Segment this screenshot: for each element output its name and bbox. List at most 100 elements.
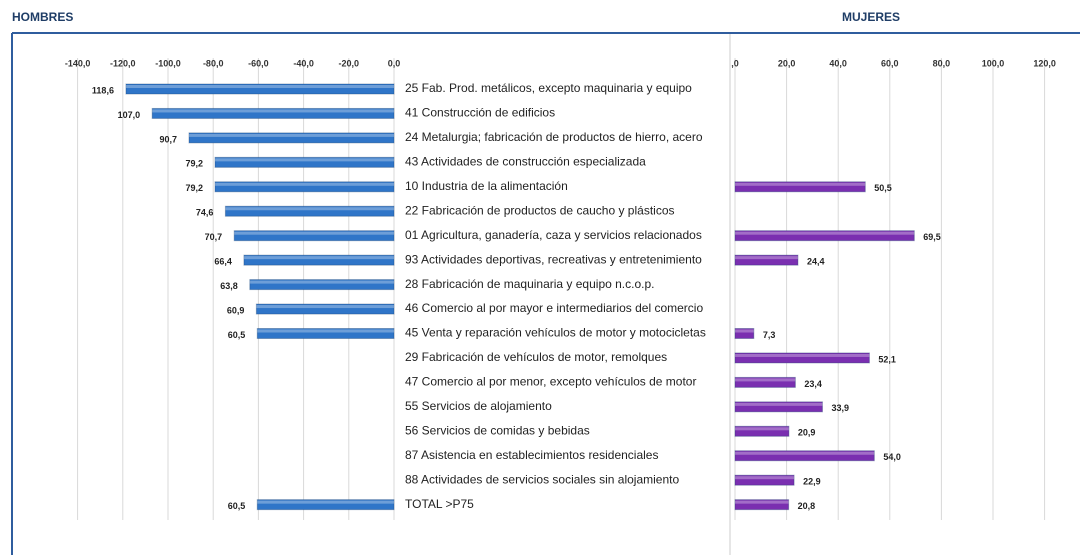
value-label: 52,1 <box>878 354 896 364</box>
bar-highlight <box>735 451 875 455</box>
category-label: 45 Venta y reparación vehículos de motor… <box>405 326 706 340</box>
category-label: 01 Agricultura, ganadería, caza y servic… <box>405 228 702 242</box>
value-label: 79,2 <box>185 159 203 169</box>
bar-highlight <box>735 256 798 260</box>
x-tick-label: 100,0 <box>982 58 1005 68</box>
bar-highlight <box>152 109 394 113</box>
category-label: 10 Industria de la alimentación <box>405 179 568 193</box>
value-label: 24,4 <box>807 257 825 267</box>
value-label: 107,0 <box>118 110 141 120</box>
bar-highlight <box>735 402 823 406</box>
bar-highlight <box>215 158 394 162</box>
x-tick-label: -80,0 <box>203 58 224 68</box>
x-tick-label: -20,0 <box>339 58 360 68</box>
x-tick-label: 40,0 <box>829 58 847 68</box>
bar <box>734 181 866 193</box>
bar <box>214 156 395 168</box>
bar <box>151 107 395 119</box>
bar <box>734 352 870 364</box>
bar-highlight <box>215 182 394 186</box>
bar-highlight <box>234 231 394 235</box>
category-label: 46 Comercio al por mayor e intermediario… <box>405 301 703 315</box>
bar-highlight <box>257 329 394 333</box>
bar <box>125 83 395 95</box>
bar <box>734 328 755 339</box>
value-label: 70,7 <box>205 232 223 242</box>
bar <box>256 499 395 511</box>
x-tick-label: 120,0 <box>1033 58 1056 68</box>
value-label: 7,3 <box>763 330 776 340</box>
category-label: TOTAL >P75 <box>405 497 474 511</box>
value-label: 60,5 <box>228 330 246 340</box>
value-label: 79,2 <box>185 183 203 193</box>
category-label: 25 Fab. Prod. metálicos, excepto maquina… <box>405 81 692 95</box>
bar <box>243 254 395 266</box>
value-label: 60,5 <box>228 501 246 511</box>
bar-highlight <box>125 85 395 88</box>
bar-highlight <box>735 476 795 480</box>
value-label: 69,5 <box>923 232 941 242</box>
bar-highlight <box>257 500 394 504</box>
bar-highlight <box>735 329 754 333</box>
x-tick-label: 80,0 <box>933 58 951 68</box>
value-label: 66,4 <box>214 257 232 267</box>
category-label: 28 Fabricación de maquinaria y equipo n.… <box>405 277 655 291</box>
bar <box>734 499 790 511</box>
bar <box>734 230 915 242</box>
bar <box>255 303 395 315</box>
value-label: 118,6 <box>92 85 114 95</box>
bar <box>734 474 795 486</box>
value-label: 74,6 <box>196 208 214 218</box>
category-label: 55 Servicios de alojamiento <box>405 399 552 413</box>
x-tick-label: -60,0 <box>248 58 269 68</box>
category-label: 47 Comercio al por menor, excepto vehícu… <box>405 375 696 389</box>
value-label: 54,0 <box>883 452 901 462</box>
value-label: 20,8 <box>798 501 816 511</box>
category-label: 24 Metalurgia; fabricación de productos … <box>405 130 703 144</box>
value-label: 90,7 <box>159 134 177 144</box>
category-label: 41 Construcción de edificios <box>405 106 555 120</box>
x-tick-label: 0,0 <box>388 58 401 68</box>
bar <box>233 230 395 242</box>
bar <box>734 401 823 413</box>
bar-highlight <box>225 207 394 211</box>
category-label: 43 Actividades de construcción especiali… <box>405 155 646 169</box>
category-label: 93 Actividades deportivas, recreativas y… <box>405 252 702 266</box>
bar-highlight <box>735 353 870 357</box>
value-label: 20,9 <box>798 428 816 438</box>
x-tick-label: -120,0 <box>110 58 136 68</box>
value-label: 33,9 <box>831 403 849 413</box>
value-label: 63,8 <box>220 281 238 291</box>
bar-highlight <box>735 231 915 235</box>
bar-highlight <box>735 378 796 382</box>
category-label: 22 Fabricación de productos de caucho y … <box>405 203 675 217</box>
bar <box>734 450 875 462</box>
category-label: 88 Actividades de servicios sociales sin… <box>405 472 679 486</box>
value-label: 50,5 <box>874 183 892 193</box>
bar <box>188 132 395 144</box>
chart-title: MUJERES <box>842 10 900 24</box>
x-tick-label: -40,0 <box>293 58 314 68</box>
category-label: 29 Fabricación de vehículos de motor, re… <box>405 350 667 364</box>
chart-title: HOMBRES <box>12 10 73 24</box>
bar <box>734 254 799 266</box>
bar <box>734 425 790 437</box>
x-tick-label: -140,0 <box>65 58 91 68</box>
bar <box>734 376 796 388</box>
value-label: 60,9 <box>227 305 245 315</box>
bar <box>249 279 395 291</box>
x-tick-label: ,0 <box>731 58 739 68</box>
category-label: 56 Servicios de comidas y bebidas <box>405 423 590 437</box>
bar <box>256 328 395 339</box>
bar <box>214 181 395 193</box>
category-label: 87 Asistencia en establecimientos reside… <box>405 448 658 462</box>
bar-highlight <box>735 182 866 186</box>
bar <box>224 205 395 217</box>
bar-highlight <box>189 133 394 137</box>
value-label: 22,9 <box>803 477 821 487</box>
x-tick-label: 60,0 <box>881 58 899 68</box>
value-label: 23,4 <box>804 379 822 389</box>
bar-highlight <box>249 280 394 284</box>
bar-highlight <box>256 305 394 309</box>
